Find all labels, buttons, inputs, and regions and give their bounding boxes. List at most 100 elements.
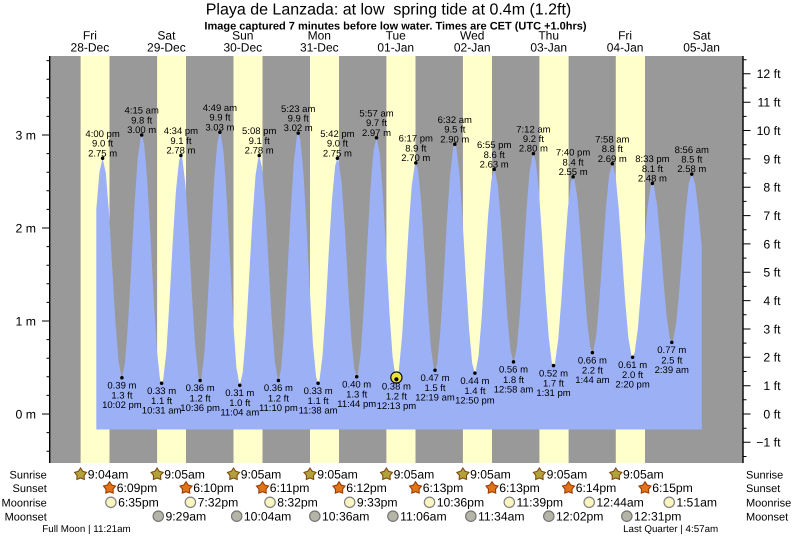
svg-text:Sunrise: Sunrise [746,470,783,482]
svg-text:0.36 m: 0.36 m [186,383,215,394]
svg-text:12:19 am: 12:19 am [415,393,455,404]
svg-text:Sat: Sat [157,28,176,42]
svg-text:9:05am: 9:05am [470,467,511,481]
svg-text:9:05am: 9:05am [547,467,588,481]
svg-text:30-Dec: 30-Dec [223,41,262,55]
svg-text:2:20 pm: 2:20 pm [615,380,649,391]
svg-text:11:06am: 11:06am [400,509,447,523]
svg-text:9.5 ft: 9.5 ft [444,125,465,136]
svg-text:2.75 m: 2.75 m [88,148,117,159]
svg-text:2 m: 2 m [16,221,37,235]
svg-text:1.1 ft: 1.1 ft [308,396,329,407]
svg-text:0.39 m: 0.39 m [107,380,136,391]
svg-text:8.8 ft: 8.8 ft [602,144,623,155]
svg-text:10:04am: 10:04am [244,509,291,523]
svg-text:11:44 pm: 11:44 pm [337,399,376,410]
svg-text:9:33pm: 9:33pm [357,495,398,509]
svg-text:2.69 m: 2.69 m [598,154,627,165]
svg-text:2.97 m: 2.97 m [362,128,391,139]
svg-text:0.56 m: 0.56 m [499,365,528,376]
svg-text:29-Dec: 29-Dec [147,41,186,55]
svg-text:2.80 m: 2.80 m [519,144,548,155]
svg-text:1.3 ft: 1.3 ft [111,391,132,402]
svg-text:11:04 am: 11:04 am [220,408,259,419]
svg-text:Sat: Sat [693,28,712,42]
svg-text:Sunset: Sunset [13,483,47,495]
svg-text:12:02pm: 12:02pm [556,509,603,523]
svg-text:9:29am: 9:29am [166,509,207,523]
svg-text:6:14pm: 6:14pm [576,481,617,495]
svg-text:7:58 am: 7:58 am [595,135,629,146]
svg-text:2.5 ft: 2.5 ft [661,355,682,366]
svg-text:2.75 m: 2.75 m [323,148,352,159]
svg-text:−1 ft: −1 ft [756,436,781,450]
svg-text:9.7 ft: 9.7 ft [366,118,387,129]
svg-text:0.66 m: 0.66 m [578,355,607,366]
svg-text:9.2 ft: 9.2 ft [523,134,544,145]
svg-text:1.2 ft: 1.2 ft [268,393,289,404]
svg-text:0 m: 0 m [16,407,37,421]
svg-text:1:51am: 1:51am [676,495,717,509]
svg-text:1 ft: 1 ft [763,379,781,393]
svg-text:9.0 ft: 9.0 ft [327,139,348,150]
svg-text:5:23 am: 5:23 am [281,104,315,115]
svg-text:2.0 ft: 2.0 ft [622,370,643,381]
svg-text:10:31 am: 10:31 am [142,406,182,417]
svg-text:Mon: Mon [308,28,331,42]
svg-text:Wed: Wed [460,28,484,42]
svg-text:8.6 ft: 8.6 ft [484,150,505,161]
svg-text:5:42 pm: 5:42 pm [320,129,354,140]
svg-text:6:09pm: 6:09pm [117,481,158,495]
svg-text:6:15pm: 6:15pm [652,481,693,495]
svg-text:12:13 pm: 12:13 pm [377,401,417,412]
svg-text:0 ft: 0 ft [763,407,781,421]
svg-text:7:32pm: 7:32pm [198,495,239,509]
svg-text:01-Jan: 01-Jan [377,41,414,55]
svg-text:05-Jan: 05-Jan [683,41,720,55]
svg-text:Moonset: Moonset [5,511,47,523]
svg-text:2.90 m: 2.90 m [440,134,469,145]
svg-text:0.38 m: 0.38 m [382,381,411,392]
svg-text:3.03 m: 3.03 m [205,122,234,133]
svg-text:0.40 m: 0.40 m [342,380,371,391]
svg-text:11:34am: 11:34am [478,509,525,523]
svg-text:12:50 pm: 12:50 pm [455,396,495,407]
svg-text:0.61 m: 0.61 m [618,360,647,371]
svg-text:0.33 m: 0.33 m [147,386,176,397]
svg-text:8 ft: 8 ft [763,181,781,195]
svg-text:9.9 ft: 9.9 ft [209,113,230,124]
svg-text:2.58 m: 2.58 m [677,164,706,175]
svg-text:12:44am: 12:44am [596,495,643,509]
svg-text:Sunset: Sunset [746,483,780,495]
svg-text:9:05am: 9:05am [394,467,435,481]
svg-text:9.9 ft: 9.9 ft [288,114,309,125]
svg-text:1 m: 1 m [16,314,37,328]
svg-text:1.8 ft: 1.8 ft [503,375,524,386]
svg-text:6:12pm: 6:12pm [346,481,387,495]
svg-text:2.2 ft: 2.2 ft [582,366,603,377]
svg-text:4:00 pm: 4:00 pm [85,129,119,140]
svg-text:9:04am: 9:04am [88,467,129,481]
svg-text:12 ft: 12 ft [757,67,782,81]
svg-text:8:56 am: 8:56 am [675,145,709,156]
svg-text:03-Jan: 03-Jan [530,41,567,55]
svg-text:6:13pm: 6:13pm [423,481,464,495]
svg-text:Playa de Lanzada: at low spri: Playa de Lanzada: at low spring tide at … [206,2,572,19]
svg-text:3.02 m: 3.02 m [284,123,313,134]
svg-text:02-Jan: 02-Jan [454,41,491,55]
svg-text:6:13pm: 6:13pm [499,481,540,495]
svg-text:11:38 am: 11:38 am [299,406,338,417]
svg-text:2:39 am: 2:39 am [655,365,689,376]
svg-text:6 ft: 6 ft [763,237,781,251]
svg-text:1.2 ft: 1.2 ft [386,392,407,403]
svg-text:11:10 pm: 11:10 pm [259,403,298,414]
svg-text:2.48 m: 2.48 m [638,174,667,185]
svg-text:8.5 ft: 8.5 ft [681,155,702,166]
svg-text:0.36 m: 0.36 m [264,383,293,394]
svg-text:04-Jan: 04-Jan [607,41,644,55]
svg-text:10:36 pm: 10:36 pm [180,403,220,414]
svg-text:1.1 ft: 1.1 ft [151,396,172,407]
svg-text:Moonrise: Moonrise [2,498,47,510]
svg-text:Full Moon | 11:21am: Full Moon | 11:21am [42,524,130,535]
svg-text:2.63 m: 2.63 m [480,160,509,171]
